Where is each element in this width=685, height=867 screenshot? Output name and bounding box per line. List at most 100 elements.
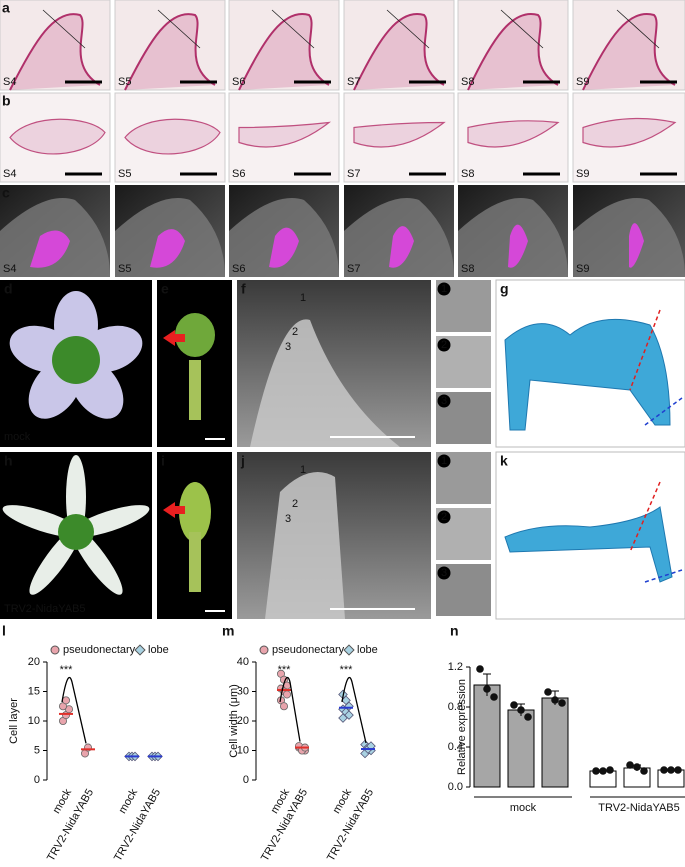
y-axis-label: Relative expression <box>456 679 468 775</box>
data-point <box>558 699 566 707</box>
flower-center <box>52 336 100 384</box>
y-tick-label: 0 <box>243 774 249 786</box>
panel-letter: g <box>500 281 509 297</box>
pseudonectary <box>508 224 528 268</box>
section-panel <box>228 0 340 91</box>
panel-letter: f <box>241 281 246 297</box>
data-point <box>592 767 600 775</box>
stalk <box>189 532 201 592</box>
sem-point: 3 <box>285 341 291 353</box>
data-point <box>674 766 682 774</box>
flower-center <box>58 514 94 550</box>
tissue <box>238 13 330 91</box>
bar <box>507 709 535 788</box>
y-tick-label: 10 <box>237 744 249 756</box>
y-tick-label: 0.4 <box>448 741 463 753</box>
section-panel <box>0 92 111 183</box>
x-tick-label: TRV2-NidaYAB5 <box>112 787 163 864</box>
inset-number: 1 <box>441 455 447 467</box>
caption: mock <box>4 431 31 443</box>
bar <box>541 697 569 788</box>
data-point <box>338 713 348 723</box>
section-line <box>616 9 660 49</box>
stage-label: S8 <box>461 168 474 180</box>
y-tick-label: 5 <box>34 744 40 756</box>
cut-red <box>629 481 661 553</box>
stage-label: S5 <box>118 168 131 180</box>
section-line <box>157 9 201 49</box>
section-line <box>271 9 315 49</box>
data-point <box>626 761 634 769</box>
panel-letter: n <box>450 623 459 639</box>
data-point <box>510 701 518 709</box>
section-line <box>386 9 430 49</box>
data-point <box>524 713 532 721</box>
data-point <box>62 696 71 705</box>
panel-letter: k <box>500 453 508 469</box>
y-tick-label: 0.8 <box>448 701 463 713</box>
y-tick-label: 20 <box>237 715 249 727</box>
section-line <box>42 9 86 49</box>
y-tick-label: 30 <box>237 685 249 697</box>
stage-label: S9 <box>576 263 589 275</box>
inset-number: 3 <box>441 567 447 579</box>
section-panel <box>572 0 685 91</box>
arrow <box>163 330 185 346</box>
data-point <box>279 702 288 711</box>
pseudonectary <box>389 226 414 268</box>
stage-label: S9 <box>576 76 589 88</box>
data-point <box>667 766 675 774</box>
cut-red <box>629 309 661 391</box>
panel-letter: i <box>161 453 165 469</box>
significance: *** <box>340 664 354 676</box>
y-tick-label: 0 <box>34 774 40 786</box>
y-tick-label: 15 <box>28 685 40 697</box>
stage-label: S6 <box>232 76 245 88</box>
inset-badge <box>437 338 451 352</box>
arrow <box>163 502 185 518</box>
sem-point: 2 <box>292 498 298 510</box>
inset-badge <box>437 394 451 408</box>
connector <box>341 676 367 744</box>
y-axis-label: Cell layer <box>8 698 20 744</box>
y-tick-label: 10 <box>28 715 40 727</box>
tissue <box>9 13 101 91</box>
stage-label: S4 <box>3 76 16 88</box>
inset-number: 2 <box>441 339 447 351</box>
stalk <box>189 360 201 420</box>
legend-marker <box>259 645 269 655</box>
inset-number: 2 <box>441 511 447 523</box>
sem-point: 1 <box>300 292 306 304</box>
data-point <box>660 766 668 774</box>
significance: *** <box>60 664 74 676</box>
stage-label: S7 <box>347 76 360 88</box>
data-point <box>551 696 559 704</box>
stage-label: S4 <box>3 168 16 180</box>
data-point <box>282 690 291 699</box>
inset-badge <box>437 282 451 296</box>
y-tick-label: 1.2 <box>448 661 463 673</box>
inset-badge <box>437 454 451 468</box>
data-point <box>640 767 648 775</box>
inset-number: 1 <box>441 283 447 295</box>
connector <box>61 676 87 744</box>
stage-label: S5 <box>118 263 131 275</box>
panel-letter: j <box>240 453 245 469</box>
section-line <box>500 9 544 49</box>
y-tick-label: 20 <box>28 656 40 668</box>
section-panel <box>114 92 226 183</box>
tissue <box>9 118 106 155</box>
sem-organ <box>250 319 400 447</box>
bar <box>473 684 501 788</box>
tissue <box>467 12 559 91</box>
data-point <box>483 685 491 693</box>
caption: TRV2-NidaYAB5 <box>4 603 86 615</box>
panel-letter: e <box>161 281 169 297</box>
panel-letter: l <box>2 623 6 639</box>
ovary <box>179 482 211 542</box>
inset-badge <box>437 566 451 580</box>
legend-marker <box>134 644 146 656</box>
inset-number: 3 <box>441 395 447 407</box>
cut-blue <box>644 397 683 426</box>
section-panel <box>343 92 455 183</box>
